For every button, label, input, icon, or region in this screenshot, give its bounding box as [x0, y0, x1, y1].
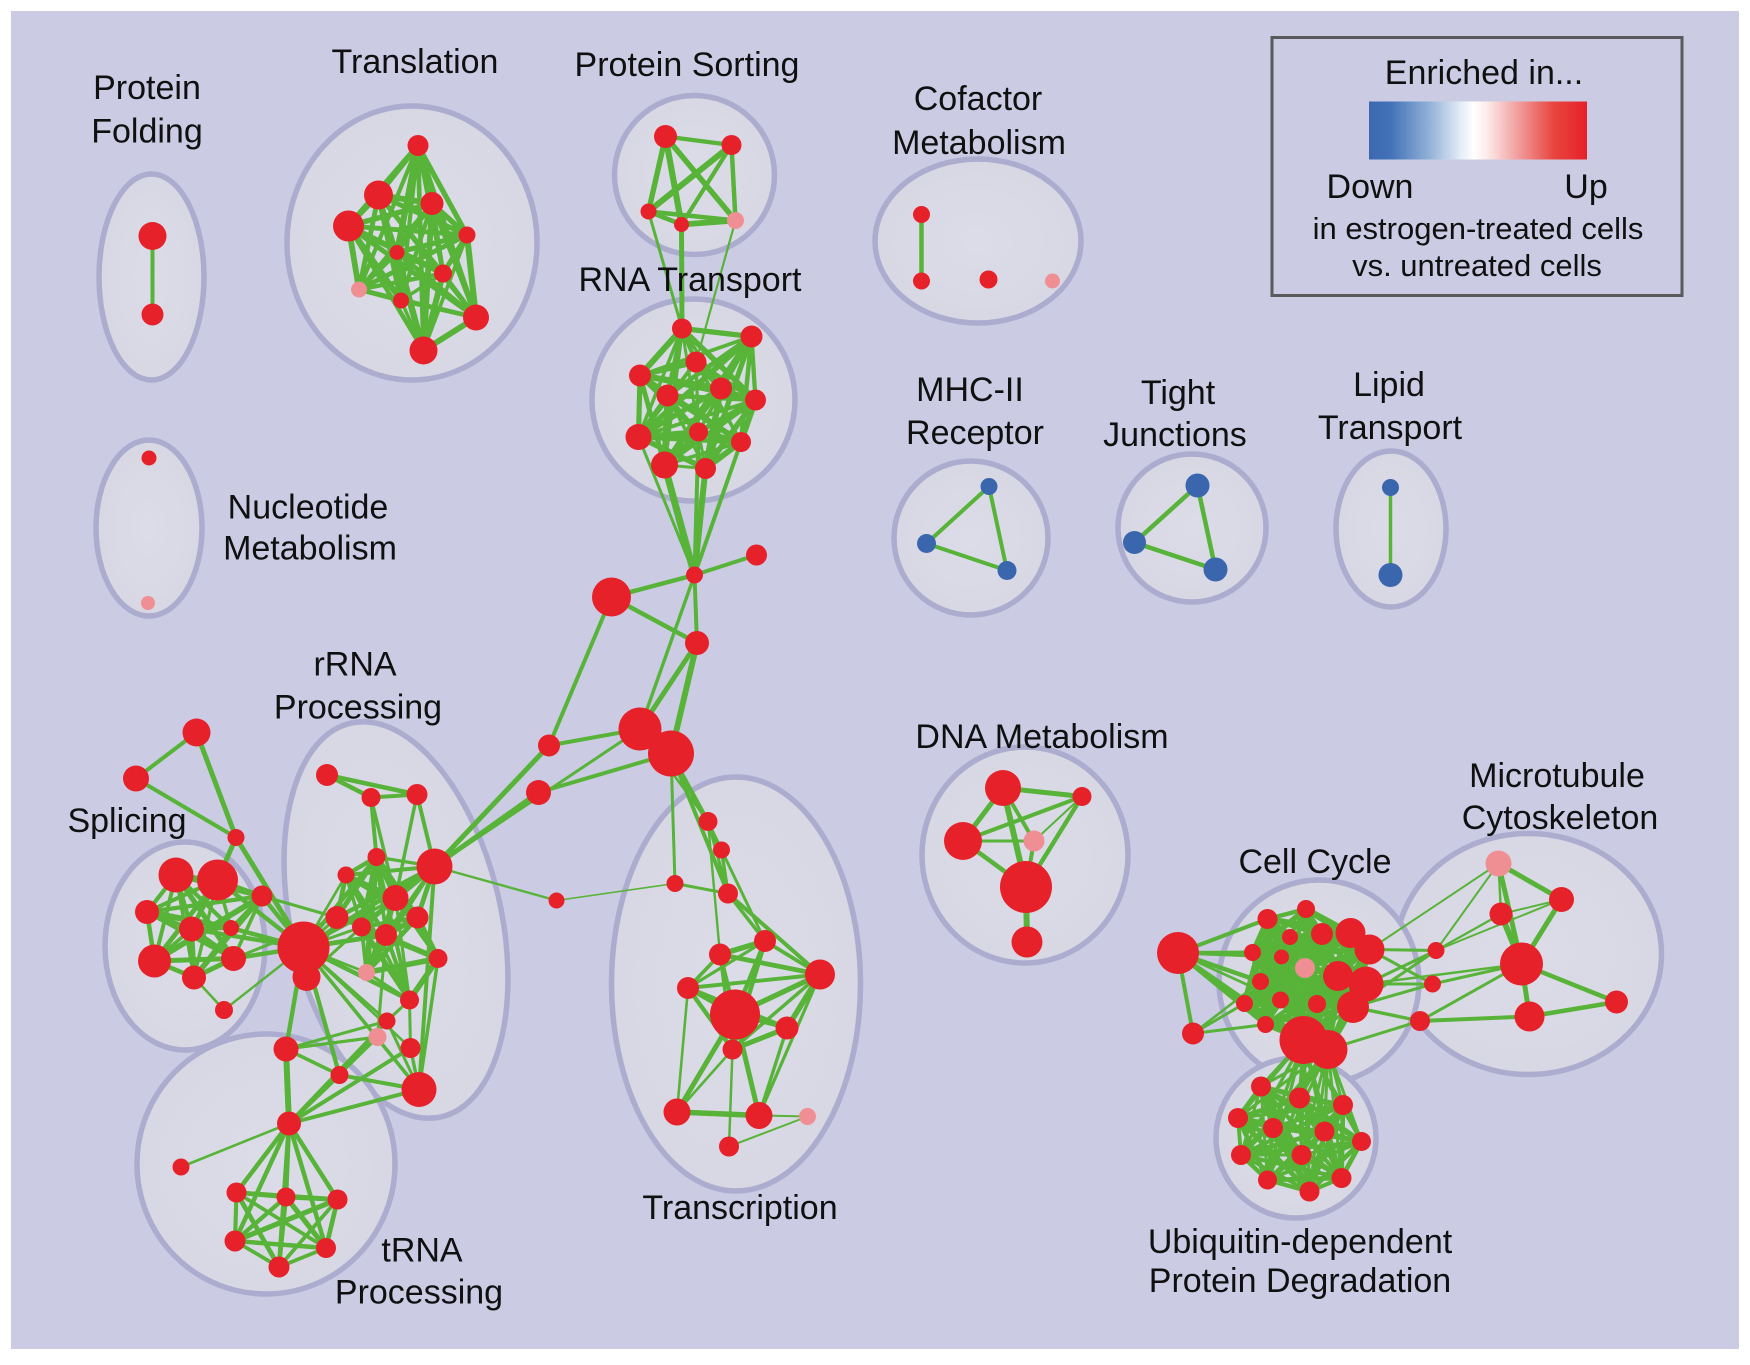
- svg-text:Splicing: Splicing: [67, 802, 186, 840]
- svg-text:Protein Sorting: Protein Sorting: [575, 46, 800, 84]
- svg-text:Protein: Protein: [93, 69, 201, 107]
- svg-text:Processing: Processing: [335, 1274, 503, 1312]
- svg-text:DNA Metabolism: DNA Metabolism: [915, 718, 1168, 756]
- svg-text:Cofactor: Cofactor: [914, 80, 1043, 118]
- svg-text:Ubiquitin-dependent: Ubiquitin-dependent: [1148, 1223, 1453, 1261]
- svg-text:Transport: Transport: [1318, 409, 1463, 447]
- svg-text:vs. untreated cells: vs. untreated cells: [1352, 248, 1602, 283]
- svg-text:Metabolism: Metabolism: [223, 530, 397, 568]
- svg-text:Translation: Translation: [332, 43, 499, 81]
- svg-text:Transcription: Transcription: [642, 1189, 837, 1227]
- svg-text:in estrogen-treated cells: in estrogen-treated cells: [1313, 211, 1644, 246]
- svg-text:Up: Up: [1564, 168, 1607, 206]
- svg-text:Cytoskeleton: Cytoskeleton: [1462, 799, 1659, 837]
- svg-text:Protein Degradation: Protein Degradation: [1149, 1262, 1451, 1300]
- svg-text:Down: Down: [1327, 168, 1414, 206]
- svg-text:rRNA: rRNA: [313, 646, 396, 684]
- svg-text:Junctions: Junctions: [1103, 416, 1247, 454]
- svg-text:Folding: Folding: [91, 113, 203, 151]
- svg-text:MHC-II: MHC-II: [916, 371, 1024, 409]
- svg-text:Tight: Tight: [1141, 374, 1216, 412]
- svg-text:Enriched in...: Enriched in...: [1385, 54, 1583, 92]
- svg-text:Receptor: Receptor: [906, 414, 1044, 452]
- svg-text:Lipid: Lipid: [1353, 366, 1425, 404]
- svg-text:Processing: Processing: [274, 689, 442, 727]
- svg-text:RNA Transport: RNA Transport: [579, 261, 803, 299]
- svg-text:Cell Cycle: Cell Cycle: [1238, 843, 1391, 881]
- svg-text:Microtubule: Microtubule: [1469, 757, 1645, 795]
- svg-text:Nucleotide: Nucleotide: [228, 489, 389, 527]
- svg-text:tRNA: tRNA: [381, 1232, 463, 1270]
- svg-text:Metabolism: Metabolism: [892, 124, 1066, 162]
